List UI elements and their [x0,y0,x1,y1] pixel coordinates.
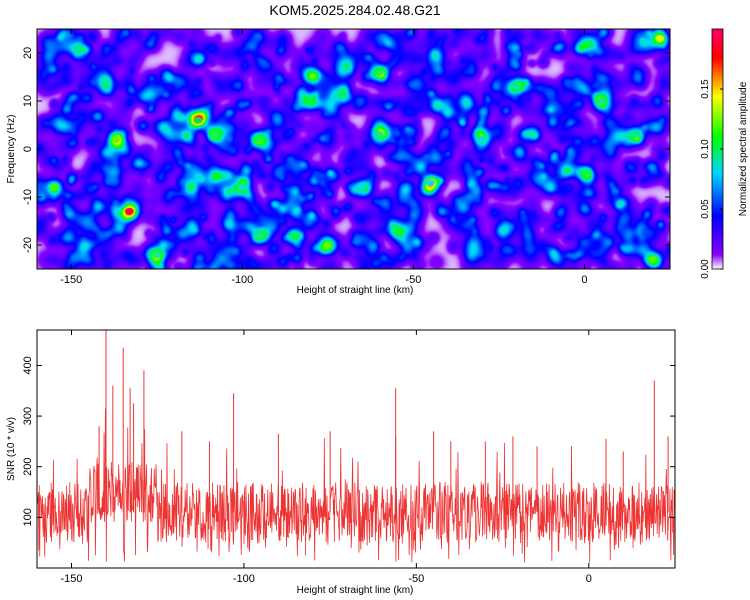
heatmap-image [37,29,670,269]
heatmap-y-tick-label: -10 [22,189,34,205]
heatmap-hotspot [306,97,316,105]
colorbar-label: Normalized spectral amplitude [738,81,749,216]
heatmap-y-tick-label: 10 [22,95,34,107]
heatmap-hotspot [111,135,121,143]
heatmap-x-tick-label: -50 [405,274,421,286]
colorbar-ticks: 0.00 0.05 0.10 0.15 [700,79,723,279]
chart-title: KOM5.2025.284.02.48.G21 [269,2,440,18]
snr-x-tick-label: -100 [233,573,255,585]
snr-y-tick-label: 400 [22,356,34,374]
heatmap-hotspot [289,231,299,239]
heatmap-hotspot [631,131,641,139]
heatmap-hotspot [391,227,401,235]
heatmap-hotspot [357,183,367,191]
heatmap-hotspot [477,135,487,143]
heatmap-y-tick-label: 20 [22,47,34,59]
heatmap-hotspot [100,78,110,86]
heatmap-y-axis: -20 -10 0 10 20 [22,47,670,253]
snr-peaks [98,330,669,513]
snr-y-axis-label: SNR (10 * v/v) [6,417,17,481]
heatmap-hotspot [73,44,83,52]
heatmap-x-tick-label: -150 [60,274,82,286]
snr-y-axis: 100 200 300 400 [22,356,675,527]
snr-panel: -150 -100 -50 0 100 200 300 400 Height of stra… [6,329,676,596]
heatmap-hotspot [655,35,665,43]
heatmap-hotspot [193,116,203,124]
heatmap-hotspot [323,241,333,249]
heatmap-hotspot [124,207,134,215]
snr-x-tick-label: 0 [586,573,592,585]
snr-series-line [37,408,675,563]
colorbar: 0.00 0.05 0.10 0.15 Normalized spectral amp… [700,28,749,279]
heatmap-hotspot [254,135,264,143]
snr-x-axis-label: Height of straight line (km) [297,585,414,596]
heatmap-hotspot [425,179,435,187]
colorbar-tick-label: 0.05 [700,199,711,219]
heatmap-hotspot [579,169,589,177]
colorbar-tick-label: 0.10 [700,139,711,159]
snr-x-tick-label: -150 [60,573,82,585]
heatmap-x-axis-label: Height of straight line (km) [297,285,414,296]
heatmap-x-tick-label: -100 [231,274,253,286]
colorbar-tick-label: 0.15 [700,79,711,99]
heatmap-hotspot [597,97,607,105]
heatmap-hotspot [648,255,658,263]
heatmap-hotspot [511,83,521,91]
snr-frame [36,329,676,569]
heatmap-y-tick-label: -20 [22,237,34,253]
heatmap-hotspot [374,68,384,76]
snr-x-tick-label: -50 [408,573,424,585]
colorbar-tick-label: 0.00 [700,259,711,279]
heatmap-hotspot [237,183,247,191]
snr-y-tick-label: 200 [22,458,34,476]
heatmap-x-tick-label: 0 [581,274,587,286]
heatmap-hotspot [374,131,384,139]
snr-y-tick-label: 300 [22,407,34,425]
heatmap-hotspot [49,183,59,191]
heatmap-hotspot [254,231,264,239]
heatmap-hotspot [210,131,220,139]
heatmap-y-axis-label: Frequency (Hz) [6,115,17,184]
heatmap-hotspot [152,251,162,259]
snr-x-axis: -150 -100 -50 0 [60,330,592,585]
heatmap-hotspots [49,35,665,263]
heatmap-x-axis: -150 -100 -50 0 [60,29,588,286]
heatmap-y-tick-label: 0 [22,146,34,152]
snr-y-tick-label: 100 [22,508,34,526]
